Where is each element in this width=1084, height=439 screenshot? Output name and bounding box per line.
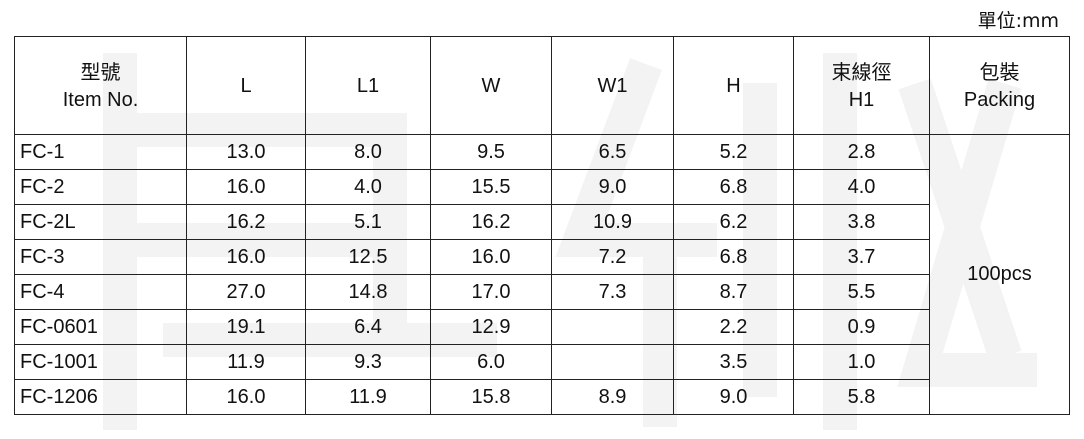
cell-w: 16.0 <box>430 239 552 275</box>
cell-h: 8.7 <box>673 274 794 310</box>
cell-w1: 8.9 <box>551 379 674 415</box>
table-row: FC-0601 19.1 6.4 12.9 2.2 0.9 <box>14 309 1070 345</box>
cell-l1: 5.1 <box>305 204 431 240</box>
header-h1-en: H1 <box>848 88 875 111</box>
table-row: FC-1 13.0 8.0 9.5 6.5 5.2 2.8 100pcs <box>14 134 1070 415</box>
cell-h: 5.2 <box>673 134 794 170</box>
header-l1: L1 <box>305 36 431 135</box>
unit-label: 單位:mm <box>977 10 1059 32</box>
cell-h1: 4.0 <box>793 169 930 205</box>
cell-l: 16.2 <box>186 204 306 240</box>
header-w1: W1 <box>551 36 674 135</box>
cell-w1: 10.9 <box>551 204 674 240</box>
cell-h: 6.2 <box>673 204 794 240</box>
cell-h: 2.2 <box>673 309 794 345</box>
cell-l: 16.0 <box>186 379 306 415</box>
cell-w: 12.9 <box>430 309 552 345</box>
cell-item: FC-1 <box>14 134 187 170</box>
table-row: FC-4 27.0 14.8 17.0 7.3 8.7 5.5 <box>14 274 1070 310</box>
cell-l: 13.0 <box>186 134 306 170</box>
header-item-no: 型號 Item No. <box>14 36 187 135</box>
header-h1: 束線徑 H1 <box>793 36 930 135</box>
cell-l: 16.0 <box>186 239 306 275</box>
cell-w1: 9.0 <box>551 169 674 205</box>
header-row: 型號 Item No. L L1 W W1 H 束線徑 H1 包裝 Packin… <box>14 36 1070 135</box>
cell-item: FC-2L <box>14 204 187 240</box>
cell-l1: 8.0 <box>305 134 431 170</box>
cell-item: FC-1206 <box>14 379 187 415</box>
cell-h1: 1.0 <box>793 344 930 380</box>
cell-item: FC-0601 <box>14 309 187 345</box>
cell-w1: 7.3 <box>551 274 674 310</box>
table-row: FC-2L 16.2 5.1 16.2 10.9 6.2 3.8 <box>14 204 1070 240</box>
cell-item: FC-2 <box>14 169 187 205</box>
cell-l: 11.9 <box>186 344 306 380</box>
cell-l: 19.1 <box>186 309 306 345</box>
table-row: FC-1206 16.0 11.9 15.8 8.9 9.0 5.8 <box>14 379 1070 415</box>
cell-w: 15.5 <box>430 169 552 205</box>
cell-l1: 4.0 <box>305 169 431 205</box>
header-h1-zh: 束線徑 <box>831 59 892 84</box>
cell-h1: 3.7 <box>793 239 930 275</box>
cell-item: FC-4 <box>14 274 187 310</box>
cell-item: FC-1001 <box>14 344 187 380</box>
header-packing-en: Packing <box>963 88 1036 111</box>
cell-item: FC-3 <box>14 239 187 275</box>
cell-w: 17.0 <box>430 274 552 310</box>
cell-w1: 7.2 <box>551 239 674 275</box>
header-h: H <box>673 36 794 135</box>
table-row: FC-2 16.0 4.0 15.5 9.0 6.8 4.0 <box>14 169 1070 205</box>
header-w: W <box>430 36 552 135</box>
cell-w: 15.8 <box>430 379 552 415</box>
spec-table: 型號 Item No. L L1 W W1 H 束線徑 H1 包裝 Packin… <box>14 36 1070 415</box>
cell-l: 16.0 <box>186 169 306 205</box>
header-item-no-en: Item No. <box>62 88 139 111</box>
cell-w1: 6.5 <box>551 134 674 170</box>
cell-h1: 5.8 <box>793 379 930 415</box>
cell-h: 3.5 <box>673 344 794 380</box>
cell-h1: 2.8 <box>793 134 930 170</box>
cell-l1: 11.9 <box>305 379 431 415</box>
table-row: FC-3 16.0 12.5 16.0 7.2 6.8 3.7 <box>14 239 1070 275</box>
cell-w: 9.5 <box>430 134 552 170</box>
header-packing-zh: 包裝 <box>979 59 1020 84</box>
table-row: FC-1001 11.9 9.3 6.0 3.5 1.0 <box>14 344 1070 380</box>
cell-l: 27.0 <box>186 274 306 310</box>
header-l: L <box>186 36 306 135</box>
cell-h: 9.0 <box>673 379 794 415</box>
cell-w: 16.2 <box>430 204 552 240</box>
cell-w: 6.0 <box>430 344 552 380</box>
cell-l1: 14.8 <box>305 274 431 310</box>
cell-l1: 6.4 <box>305 309 431 345</box>
header-item-no-zh: 型號 <box>80 59 121 84</box>
cell-w1 <box>551 309 674 345</box>
cell-l1: 9.3 <box>305 344 431 380</box>
header-packing: 包裝 Packing <box>929 36 1070 135</box>
cell-w1 <box>551 344 674 380</box>
cell-h: 6.8 <box>673 169 794 205</box>
cell-packing: 100pcs <box>929 134 1070 415</box>
cell-l1: 12.5 <box>305 239 431 275</box>
cell-h1: 3.8 <box>793 204 930 240</box>
cell-h: 6.8 <box>673 239 794 275</box>
cell-h1: 0.9 <box>793 309 930 345</box>
cell-h1: 5.5 <box>793 274 930 310</box>
